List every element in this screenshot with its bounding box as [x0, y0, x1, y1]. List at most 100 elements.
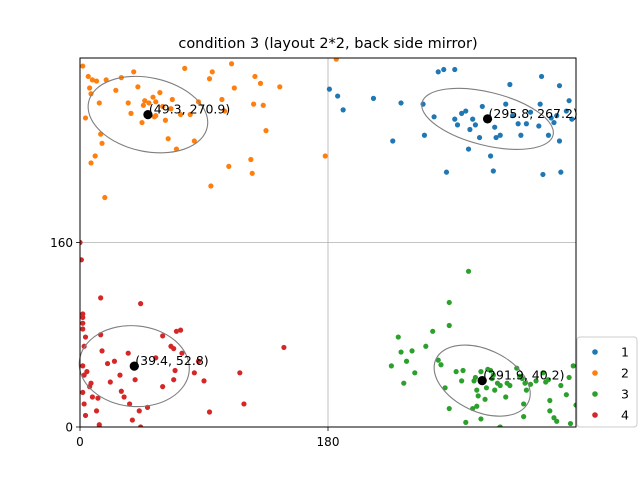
chart-title: condition 3 (layout 2*2, back side mirro…: [178, 36, 477, 52]
data-point-series-3: [446, 299, 452, 306]
legend-label-4: 4: [621, 408, 629, 423]
data-point-series-3: [558, 382, 564, 389]
data-point-series-2: [80, 63, 86, 69]
data-point-series-3: [487, 367, 494, 374]
data-point-series-4: [107, 379, 113, 385]
data-point-series-3: [460, 367, 466, 374]
data-point-series-2: [191, 138, 197, 144]
data-point-series-4: [281, 344, 287, 351]
data-point-series-2: [209, 69, 215, 75]
data-point-series-3: [412, 370, 418, 376]
data-point-series-1: [551, 119, 557, 126]
legend-label-1: 1: [621, 345, 629, 360]
data-point-series-4: [118, 388, 124, 394]
data-point-series-2: [157, 89, 163, 96]
y-tick-label: 0: [65, 421, 73, 435]
data-point-series-3: [478, 416, 484, 422]
data-point-series-1: [490, 168, 496, 174]
data-point-series-4: [173, 328, 180, 334]
data-point-series-2: [128, 110, 134, 116]
data-point-series-2: [113, 87, 119, 93]
data-point-series-4: [111, 358, 118, 364]
data-point-series-3: [503, 394, 509, 400]
data-point-series-4: [82, 412, 89, 419]
data-point-series-4: [177, 327, 184, 333]
data-point-series-1: [441, 66, 447, 73]
data-point-series-4: [117, 372, 123, 378]
data-point-series-3: [496, 425, 502, 427]
legend-marker-4: [592, 412, 598, 418]
legend: 1 2 3 4: [576, 336, 638, 428]
data-point-series-4: [82, 334, 89, 340]
data-point-series-2: [88, 160, 94, 166]
data-point-series-2: [226, 163, 232, 169]
y-tick-label: 160: [50, 236, 73, 250]
data-point-series-2: [140, 102, 146, 108]
data-point-series-2: [219, 96, 225, 103]
data-point-series-2: [150, 94, 156, 100]
mean-label-series-3: (291.9, 40.2): [483, 368, 564, 383]
data-point-series-1: [537, 101, 543, 107]
data-point-series-3: [567, 420, 574, 427]
data-point-series-3: [551, 415, 557, 421]
data-point-series-4: [160, 384, 166, 390]
data-point-series-4: [80, 326, 86, 332]
data-point-series-4: [237, 370, 243, 376]
data-point-series-1: [452, 66, 458, 73]
data-point-series-1: [566, 98, 572, 104]
data-point-series-3: [403, 358, 410, 364]
data-point-series-2: [160, 103, 166, 110]
data-point-series-3: [442, 385, 448, 391]
data-point-series-3: [545, 377, 552, 383]
data-point-series-1: [487, 153, 494, 159]
data-point-series-2: [135, 84, 141, 90]
data-point-series-2: [153, 99, 159, 105]
data-point-series-3: [401, 380, 407, 386]
data-point-series-3: [388, 363, 394, 369]
data-point-series-2: [93, 78, 100, 84]
data-point-series-4: [206, 409, 213, 415]
data-point-series-3: [570, 363, 576, 369]
ellipse-series-4: [78, 325, 190, 408]
data-point-series-3: [475, 393, 481, 399]
data-point-series-1: [523, 121, 530, 127]
data-point-series-4: [88, 380, 94, 386]
data-point-series-1: [465, 146, 472, 152]
data-point-series-1: [470, 116, 476, 122]
legend-marker-3: [592, 391, 598, 397]
data-point-series-3: [533, 378, 539, 384]
data-point-series-1: [467, 126, 473, 133]
data-point-series-4: [96, 424, 102, 427]
data-point-series-2: [222, 108, 228, 114]
data-point-series-4: [127, 401, 133, 407]
data-point-series-2: [260, 102, 266, 108]
data-point-series-1: [479, 103, 485, 110]
data-point-series-2: [231, 85, 237, 91]
data-point-series-1: [370, 95, 377, 101]
data-point-series-4: [81, 372, 87, 378]
data-point-series-2: [89, 77, 95, 83]
data-point-series-1: [493, 134, 499, 141]
mean-label-series-4: (39.4, 52.8): [135, 353, 208, 368]
legend-marker-2: [592, 370, 598, 376]
data-point-series-2: [248, 156, 254, 163]
data-point-series-3: [514, 365, 520, 371]
data-point-series-3: [521, 414, 527, 420]
data-point-series-2: [146, 100, 152, 106]
data-point-series-3: [523, 387, 530, 393]
data-point-series-3: [554, 418, 560, 424]
data-point-series-2: [169, 96, 175, 103]
data-point-series-3: [519, 375, 525, 382]
mean-marker-series-3: [477, 376, 487, 386]
data-point-series-1: [536, 123, 542, 129]
data-point-series-3: [446, 405, 452, 412]
data-point-series-3: [459, 378, 465, 384]
data-point-series-3: [395, 334, 401, 340]
data-point-series-1: [326, 86, 332, 92]
data-point-series-3: [547, 397, 553, 404]
axis-ticks: 0 180 0 160: [50, 236, 339, 449]
data-point-series-2: [252, 73, 258, 80]
mean-marker-series-1: [482, 114, 493, 124]
data-point-series-2: [173, 146, 180, 152]
